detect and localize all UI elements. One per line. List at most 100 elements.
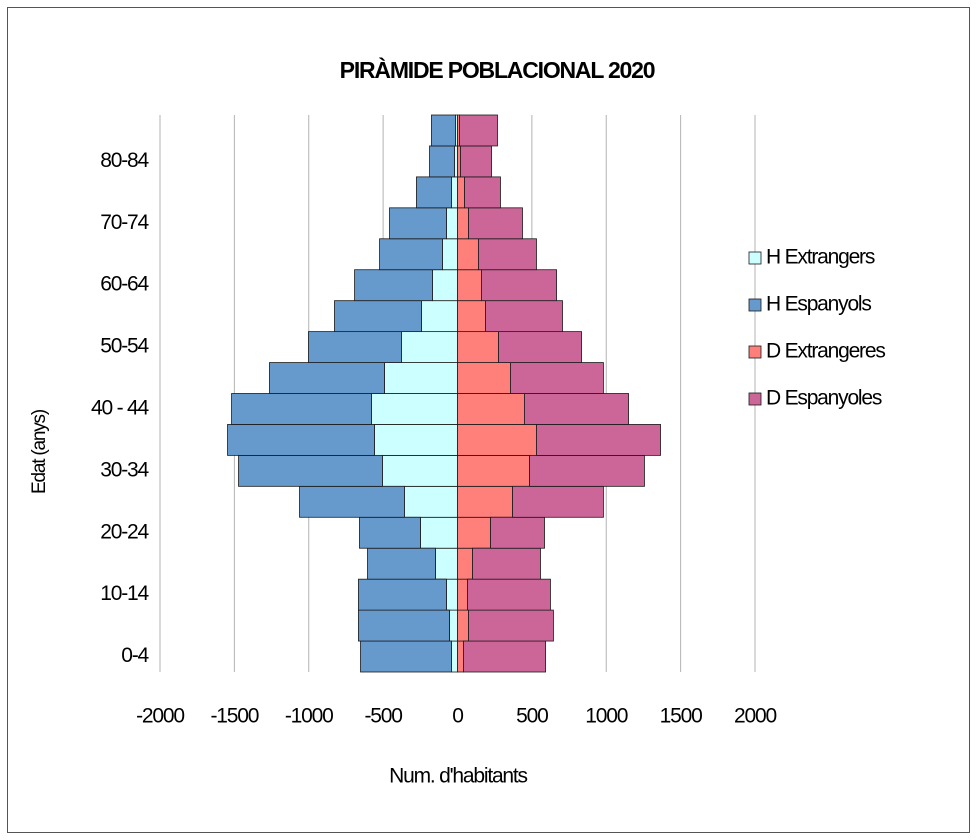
bar <box>308 331 402 363</box>
bar <box>358 578 447 611</box>
legend-swatch <box>748 392 762 406</box>
x-tick-label: 500 <box>516 705 548 728</box>
bar <box>457 393 525 425</box>
bar <box>451 640 458 673</box>
legend-swatch <box>748 345 762 359</box>
bar <box>485 300 563 333</box>
bar <box>457 424 537 456</box>
y-tick-label: 60-64 <box>100 273 149 296</box>
bar <box>457 578 468 611</box>
bar <box>457 207 469 240</box>
y-tick-label: 0-4 <box>121 644 149 667</box>
bar <box>299 485 405 518</box>
bar <box>498 331 582 363</box>
x-axis-label: Num. d'habitants <box>389 765 527 788</box>
bar <box>481 269 557 302</box>
bar <box>457 176 465 209</box>
x-tick-label: 1500 <box>660 705 702 728</box>
x-tick-label: 0 <box>452 705 463 728</box>
bar <box>490 516 545 549</box>
bar <box>472 547 541 580</box>
bar <box>468 609 554 642</box>
x-tick-label: 2000 <box>734 705 776 728</box>
bar <box>454 145 458 178</box>
bar <box>457 609 469 642</box>
bar <box>358 609 450 642</box>
y-tick-label: 80-84 <box>100 149 149 172</box>
legend-label: H Espanyols <box>766 293 871 316</box>
x-tick-label: -500 <box>365 705 403 728</box>
bar <box>374 424 458 456</box>
bar <box>435 547 458 580</box>
y-axis-label: Edat (anys) <box>29 409 50 494</box>
bar <box>451 176 458 209</box>
bar <box>354 269 433 302</box>
bar <box>371 393 458 425</box>
bar <box>269 362 385 394</box>
bar <box>379 238 443 271</box>
bar <box>457 485 513 518</box>
bar <box>401 331 458 363</box>
bar <box>512 485 604 518</box>
bar <box>360 640 452 673</box>
x-tick-label: 1000 <box>585 705 627 728</box>
bar <box>457 238 479 271</box>
bar <box>464 176 501 209</box>
bar <box>457 145 461 178</box>
bar <box>421 300 458 333</box>
bar <box>420 516 458 549</box>
bar <box>457 362 511 394</box>
y-tick-label: 70-74 <box>100 211 149 234</box>
bar <box>463 640 546 673</box>
bar <box>238 454 383 487</box>
bar <box>446 578 458 611</box>
bar <box>446 207 458 240</box>
legend-swatch <box>748 298 762 312</box>
legend-label: D Extrangeres <box>766 340 885 363</box>
bar <box>457 516 491 549</box>
bar <box>524 393 629 425</box>
bar <box>382 454 458 487</box>
bar <box>231 393 372 425</box>
bar <box>460 145 492 178</box>
bar <box>429 145 455 178</box>
y-tick-label: 10-14 <box>100 582 149 605</box>
bar <box>431 114 456 147</box>
bar <box>529 454 645 487</box>
y-tick-label: 40 - 44 <box>91 397 149 420</box>
x-tick-label: -1000 <box>285 705 333 728</box>
legend-label: D Espanyoles <box>766 387 882 410</box>
bar <box>442 238 458 271</box>
bar <box>449 609 458 642</box>
bar <box>432 269 458 302</box>
bar <box>457 269 482 302</box>
bar <box>457 640 464 673</box>
bar <box>459 114 498 147</box>
bar <box>227 424 375 456</box>
y-tick-label: 20-24 <box>100 520 149 543</box>
bar <box>510 362 604 394</box>
y-tick-label: 50-54 <box>100 335 149 358</box>
legend-label: H Extrangers <box>766 246 875 269</box>
x-tick-label: -1500 <box>211 705 259 728</box>
bar <box>359 516 421 549</box>
bar <box>478 238 537 271</box>
bar <box>384 362 458 394</box>
bar <box>457 331 499 363</box>
y-tick-label: 30-34 <box>100 458 149 481</box>
bar <box>389 207 447 240</box>
bar <box>457 454 530 487</box>
bar <box>468 207 523 240</box>
bar <box>467 578 551 611</box>
x-tick-label: -2000 <box>136 705 184 728</box>
bar <box>457 547 473 580</box>
bar <box>457 300 486 333</box>
bar <box>536 424 661 456</box>
bar <box>404 485 458 518</box>
legend-swatch <box>748 251 762 265</box>
bar <box>334 300 422 333</box>
chart-title: PIRÀMIDE POBLACIONAL 2020 <box>340 56 655 83</box>
bar <box>416 176 452 209</box>
bar <box>367 547 436 580</box>
